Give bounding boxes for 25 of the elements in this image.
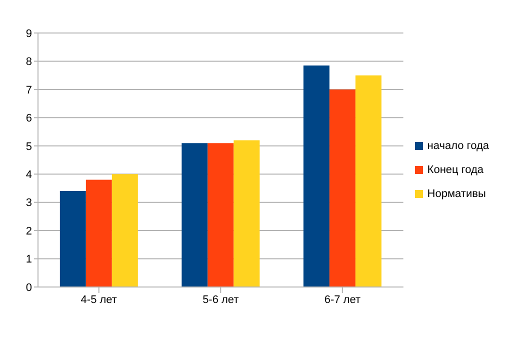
x-tick-label: 6-7 лет [324, 294, 360, 306]
legend-label: Конец года [427, 164, 484, 176]
legend-label: Нормативы [427, 188, 486, 200]
y-tick-label: 5 [26, 140, 32, 153]
bar [182, 143, 208, 287]
y-tick-label: 6 [26, 112, 32, 125]
y-tick-label: 4 [26, 169, 32, 182]
bar [112, 174, 138, 287]
bar [234, 140, 260, 287]
y-tick-label: 2 [26, 225, 32, 238]
bar [355, 75, 382, 287]
legend-label: начало года [427, 140, 489, 152]
y-tick-label: 9 [26, 28, 32, 40]
y-tick-label: 7 [26, 84, 32, 96]
y-tick-label: 8 [26, 56, 32, 68]
bar [60, 191, 86, 287]
y-tick-label: 0 [26, 282, 32, 294]
bar [303, 65, 330, 287]
bar [329, 89, 356, 287]
bar [86, 180, 112, 287]
x-tick-label: 5-6 лет [202, 294, 239, 306]
y-tick-label: 3 [26, 197, 32, 210]
x-tick-label: 4-5 лет [80, 294, 117, 306]
bar [208, 143, 234, 287]
y-tick-label: 1 [26, 254, 32, 266]
